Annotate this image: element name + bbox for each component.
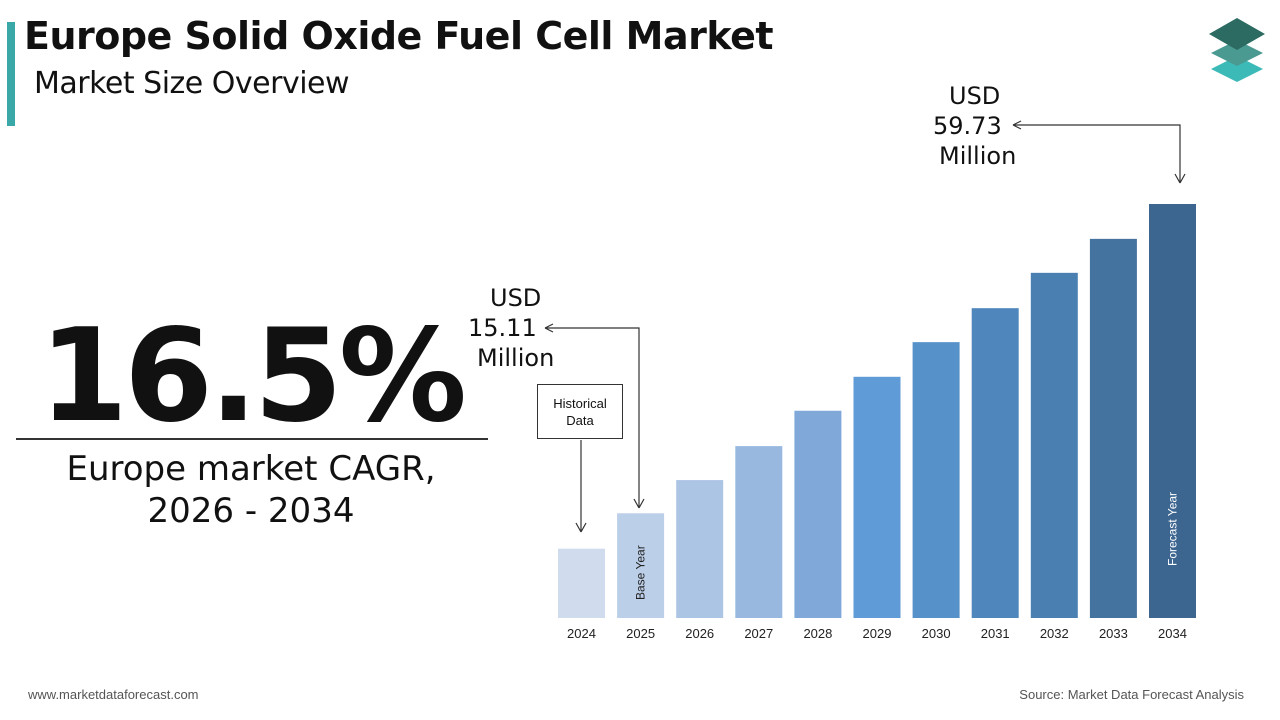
page-title: Europe Solid Oxide Fuel Cell Market xyxy=(24,14,774,58)
bar-2024 xyxy=(558,548,605,618)
cagr-label: Europe market CAGR, 2026 - 2034 xyxy=(14,448,488,532)
kpi-divider xyxy=(16,438,488,440)
callout-currency: USD xyxy=(490,284,542,312)
callout-unit: Million xyxy=(477,344,555,372)
x-tick-label: 2032 xyxy=(1040,626,1069,641)
end-value-callout: USD 59.73 Million xyxy=(933,81,1016,171)
bar-2034 xyxy=(1149,204,1196,618)
x-tick-label: 2025 xyxy=(626,626,655,641)
bar-2027 xyxy=(735,446,783,618)
historical-arrow xyxy=(575,440,587,533)
website-footer: www.marketdataforecast.com xyxy=(28,687,199,702)
cagr-label-line2: 2026 - 2034 xyxy=(147,491,355,531)
source-footer: Source: Market Data Forecast Analysis xyxy=(1019,687,1244,702)
bar-2025 xyxy=(617,513,665,618)
end-callout-arrow xyxy=(1012,120,1186,184)
bar-2029 xyxy=(853,376,901,618)
stacked-layers-logo-icon xyxy=(1209,18,1265,82)
start-callout-arrow xyxy=(544,323,645,509)
title-accent-bar xyxy=(7,22,15,126)
x-tick-label: 2029 xyxy=(863,626,892,641)
bar-2032 xyxy=(1030,272,1078,618)
historical-line2: Data xyxy=(566,413,594,428)
callout-unit: Million xyxy=(939,142,1017,170)
historical-data-box: Historical Data xyxy=(537,384,623,439)
bar-2030 xyxy=(912,342,960,618)
cagr-value: 16.5% xyxy=(38,302,467,451)
x-tick-label: 2027 xyxy=(744,626,773,641)
bar-2031 xyxy=(971,308,1019,618)
bar-2033 xyxy=(1089,238,1137,618)
x-tick-label: 2028 xyxy=(803,626,832,641)
x-tick-label: 2026 xyxy=(685,626,714,641)
page-subtitle: Market Size Overview xyxy=(34,66,350,101)
callout-currency: USD xyxy=(949,82,1001,110)
historical-line1: Historical xyxy=(553,396,607,411)
x-tick-label: 2030 xyxy=(922,626,951,641)
x-tick-label: 2024 xyxy=(567,626,596,641)
x-tick-label: 2033 xyxy=(1099,626,1128,641)
x-tick-label: 2034 xyxy=(1158,626,1187,641)
bar-annotation: Forecast Year xyxy=(1166,492,1180,566)
bar-annotation: Base Year xyxy=(634,545,648,600)
bar-2028 xyxy=(794,410,842,618)
callout-value: 15.11 xyxy=(468,314,537,342)
start-value-callout: USD 15.11 Million xyxy=(468,283,554,373)
x-tick-label: 2031 xyxy=(981,626,1010,641)
bar-2026 xyxy=(676,480,724,618)
callout-value: 59.73 xyxy=(933,112,1002,140)
cagr-label-line1: Europe market CAGR, xyxy=(66,449,436,489)
